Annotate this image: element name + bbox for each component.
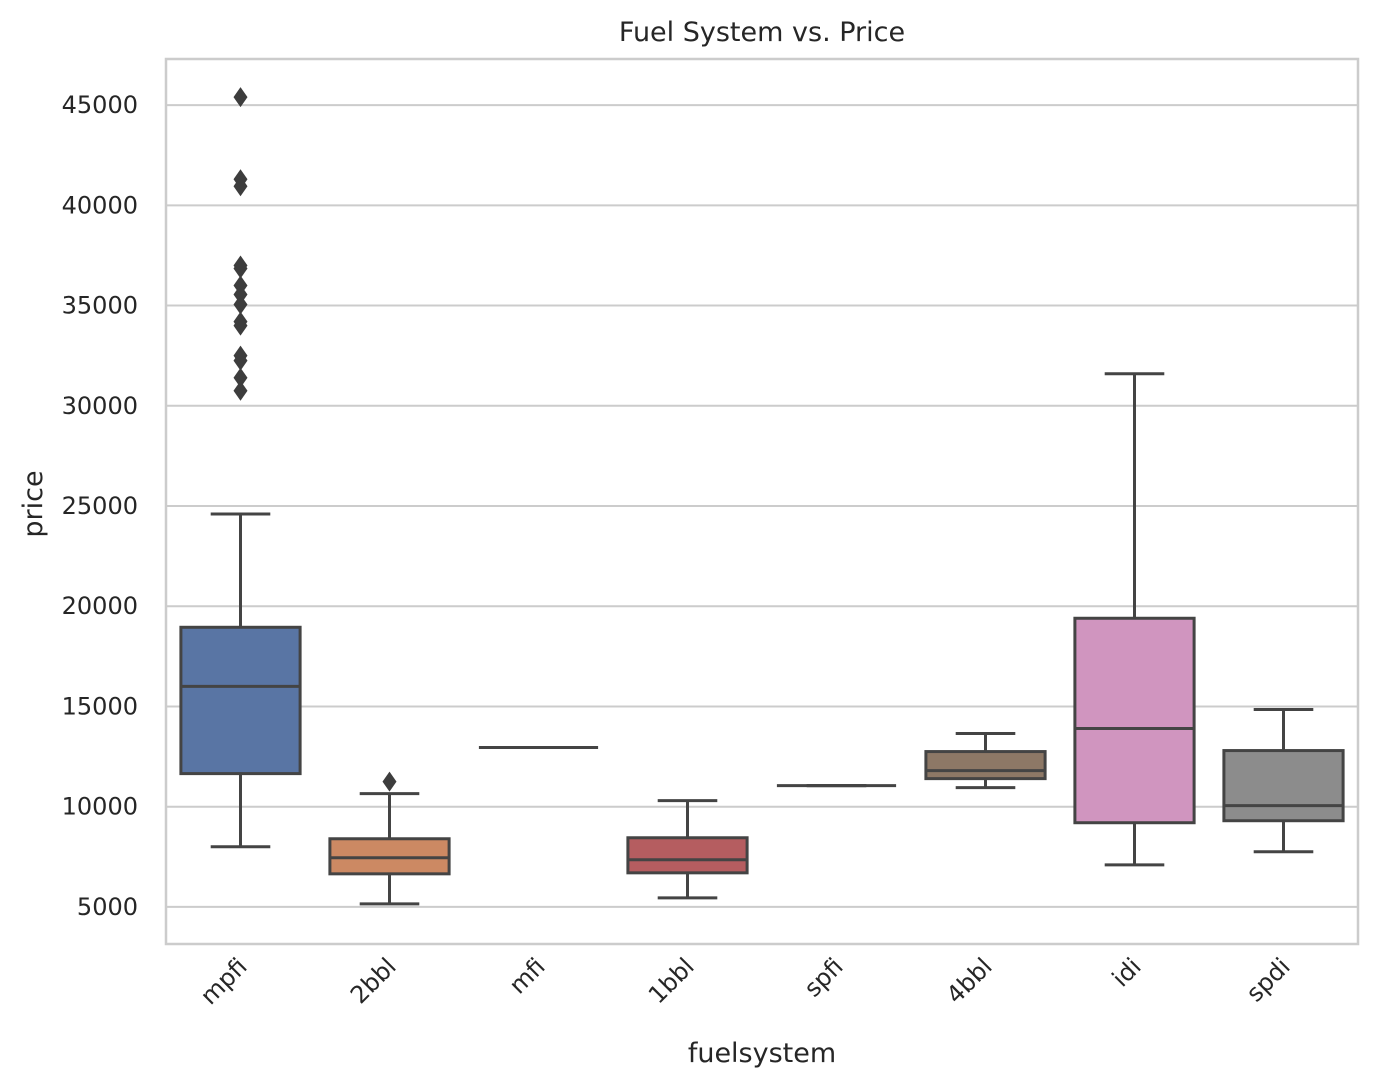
outlier-point [233, 367, 248, 388]
box-iqr [1073, 616, 1196, 825]
box-mpfi [179, 87, 302, 849]
box-spdi [1222, 707, 1345, 854]
outlier-point [233, 294, 248, 315]
x-tick-label: mpfi [195, 952, 253, 1010]
y-axis-label: price [18, 470, 49, 537]
y-tick-label: 15000 [62, 692, 138, 720]
box-idi [1073, 372, 1196, 867]
y-tick-labels: 5000 10000 15000 20000 25000 30000 35000 40000 4… [62, 91, 138, 921]
outlier-point [233, 380, 248, 401]
x-tick-label: spdi [1241, 952, 1296, 1007]
box-series [179, 87, 1345, 906]
outlier-point [233, 87, 248, 108]
x-tick-label: 1bbl [643, 952, 700, 1009]
box-iqr [924, 750, 1047, 781]
outlier-point [233, 315, 248, 336]
x-tick-label: 2bbl [345, 952, 402, 1009]
box-2bbl [328, 771, 451, 906]
outlier-point [233, 284, 248, 305]
y-tick-label: 40000 [62, 191, 138, 219]
plot-frame [164, 57, 1360, 946]
outlier-point [233, 176, 248, 197]
box-iqr [626, 836, 749, 875]
y-tick-label: 45000 [62, 91, 138, 119]
box-iqr [1222, 749, 1345, 823]
box-4bbl [924, 732, 1047, 790]
chart-title: Fuel System vs. Price [619, 17, 905, 48]
y-tick-label: 20000 [62, 592, 138, 620]
x-tick-label: 4bbl [941, 952, 998, 1009]
outlier-point [233, 258, 248, 279]
y-tick-label: 35000 [62, 292, 138, 320]
y-tick-label: 25000 [62, 492, 138, 520]
x-tick-labels: mpfi 2bbl mfi 1bbl spfi 4bbl idi spdi [195, 952, 1296, 1010]
y-tick-label: 5000 [77, 893, 138, 921]
outlier-point [233, 350, 248, 371]
y-gridlines [166, 104, 1358, 908]
x-tick-label: idi [1107, 952, 1147, 992]
outlier-point [382, 771, 397, 792]
box-1bbl [626, 799, 749, 900]
y-tick-label: 10000 [62, 793, 138, 821]
x-tick-label: mfi [504, 952, 551, 999]
x-tick-label: spfi [799, 952, 849, 1002]
box-iqr [179, 625, 302, 776]
x-axis-label: fuelsystem [688, 1038, 836, 1069]
box-iqr [328, 837, 451, 876]
y-tick-label: 30000 [62, 392, 138, 420]
